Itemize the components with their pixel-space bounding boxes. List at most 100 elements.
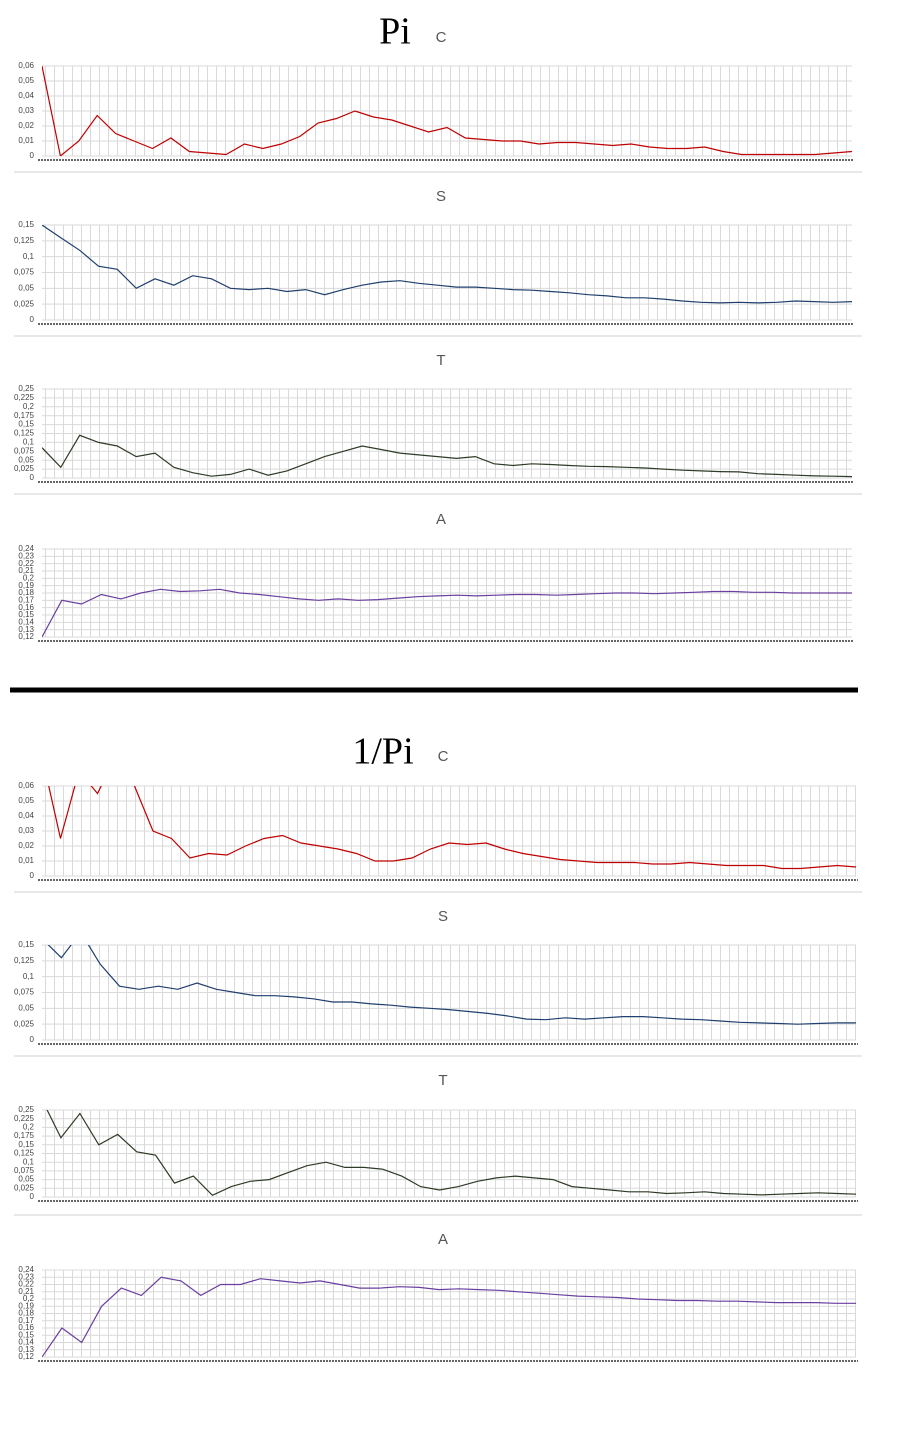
y-tick-label: 0 [30,1192,35,1201]
y-tick-label: 0,18 [18,1309,34,1318]
heading: 1/Pi [352,731,413,773]
y-tick-label: 0,15 [18,940,34,949]
y-tick-label: 0 [30,315,35,324]
y-tick-label: 0,1 [23,1157,35,1166]
chart-title: C [438,748,449,765]
data-line [47,945,856,1025]
y-tick-label: 0,16 [18,1323,34,1332]
y-tick-label: 0,025 [14,464,35,473]
y-tick-label: 0,01 [18,856,34,865]
plot [47,945,856,1025]
y-tick-label: 0,03 [18,106,34,115]
y-tick-label: 0,05 [18,76,34,85]
y-tick-label: 0,02 [18,121,34,130]
plot [48,786,856,870]
y-tick-label: 0,075 [14,446,35,455]
y-tick-label: 0,05 [18,796,34,805]
chart-title: S [438,908,448,925]
y-tick-label: 0,175 [14,1131,35,1140]
y-tick-label: 0,23 [18,1272,34,1281]
y-tick-label: 0,1 [23,252,35,261]
y-tick-label: 0,22 [18,559,34,568]
y-tick-label: 0,25 [18,384,34,393]
y-tick-label: 0,125 [14,956,35,965]
y-tick-label: 0,14 [18,617,34,626]
heading: Pi [379,11,411,53]
y-tick-label: 0,125 [14,1149,35,1158]
plot [42,434,852,478]
y-tick-label: 0,16 [18,603,34,612]
chart-title: A [436,511,446,528]
y-tick-label: 0 [30,871,35,880]
y-tick-label: 0,1 [23,438,35,447]
y-tick-label: 0 [30,473,35,482]
y-tick-label: 0,125 [14,429,35,438]
y-tick-label: 0,05 [18,455,34,464]
y-tick-label: 0,19 [18,581,34,590]
y-tick-label: 0,22 [18,1280,34,1289]
chart-title: T [438,1072,447,1089]
y-tick-label: 0,12 [18,632,34,641]
y-tick-label: 0,2 [23,573,35,582]
y-tick-label: 0,06 [18,781,34,790]
y-tick-label: 0,24 [18,544,34,553]
y-tick-label: 0,2 [23,1123,35,1132]
y-tick-label: 0,075 [14,1166,35,1175]
y-tick-label: 0,01 [18,136,34,145]
y-tick-label: 0,025 [14,1019,35,1028]
y-tick-label: 0,13 [18,1345,34,1354]
y-tick-label: 0,06 [18,61,34,70]
y-tick-label: 0,25 [18,1105,34,1114]
data-line [42,434,852,478]
chart-title: T [436,352,445,369]
data-line [46,1110,856,1197]
y-tick-label: 0,13 [18,625,34,634]
y-tick-label: 0,15 [18,610,34,619]
y-tick-label: 0,1 [23,972,35,981]
plot [42,1276,856,1357]
y-tick-label: 0,24 [18,1265,34,1274]
y-tick-label: 0,02 [18,841,34,850]
data-line [42,1276,856,1357]
data-line [42,66,852,156]
y-tick-label: 0,2 [23,402,35,411]
y-tick-label: 0,025 [14,1183,35,1192]
y-tick-label: 0,15 [18,420,34,429]
y-tick-label: 0,075 [14,988,35,997]
y-tick-label: 0,04 [18,811,34,820]
y-tick-label: 0,15 [18,1140,34,1149]
y-tick-label: 0,225 [14,393,35,402]
y-tick-label: 0,03 [18,826,34,835]
chart-title: A [438,1231,448,1248]
y-tick-label: 0,17 [18,1316,34,1325]
y-tick-label: 0 [30,151,35,160]
data-line [48,786,856,870]
chart-title: C [436,29,447,46]
y-tick-label: 0,04 [18,91,34,100]
y-tick-label: 0,175 [14,411,35,420]
y-tick-label: 0,12 [18,1352,34,1361]
y-tick-label: 0,15 [18,1330,34,1339]
y-tick-label: 0 [30,1035,35,1044]
y-tick-label: 0,21 [18,1287,34,1296]
y-tick-label: 0,05 [18,1175,34,1184]
y-tick-label: 0,15 [18,220,34,229]
y-tick-label: 0,23 [18,551,34,560]
y-tick-label: 0,225 [14,1114,35,1123]
y-tick-label: 0,18 [18,588,34,597]
plot [42,66,852,156]
y-tick-label: 0,025 [14,299,35,308]
y-tick-label: 0,075 [14,268,35,277]
y-tick-label: 0,05 [18,1003,34,1012]
y-tick-label: 0,125 [14,236,35,245]
y-tick-label: 0,17 [18,595,34,604]
y-tick-label: 0,21 [18,566,34,575]
y-tick-label: 0,19 [18,1301,34,1310]
y-tick-label: 0,05 [18,283,34,292]
plot [46,1110,856,1197]
y-tick-label: 0,2 [23,1294,35,1303]
y-tick-label: 0,14 [18,1338,34,1347]
data-line [42,225,852,304]
plot [42,588,852,637]
